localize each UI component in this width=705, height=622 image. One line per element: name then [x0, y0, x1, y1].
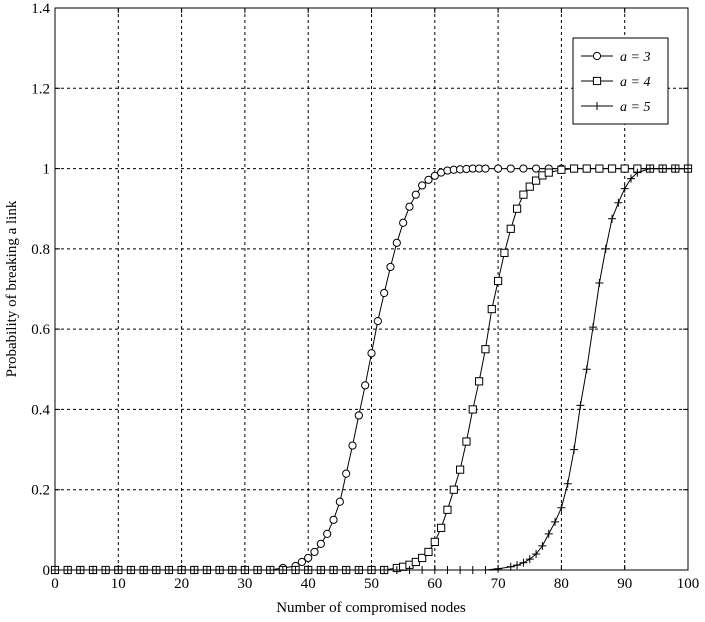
- x-tick-label: 10: [111, 576, 126, 592]
- series-2-point: [501, 249, 508, 256]
- series-1-point: [311, 548, 318, 555]
- y-tick-label: 0.8: [31, 242, 50, 258]
- x-tick-label: 90: [617, 576, 632, 592]
- legend-marker: [593, 77, 600, 84]
- series-1-point: [305, 554, 312, 561]
- series-2-point: [463, 438, 470, 445]
- series-2-point: [444, 506, 451, 513]
- series-1-point: [412, 191, 419, 198]
- series-2-point: [438, 524, 445, 531]
- series-2-point: [425, 548, 432, 555]
- series-1-point: [349, 442, 356, 449]
- series-2-point: [596, 165, 603, 172]
- series-1-point: [317, 540, 324, 547]
- x-tick-label: 70: [491, 576, 506, 592]
- x-tick-label: 60: [427, 576, 442, 592]
- series-2-point: [558, 166, 565, 173]
- y-tick-label: 0.4: [31, 402, 50, 418]
- series-2-point: [513, 205, 520, 212]
- y-tick-label: 1.4: [31, 1, 50, 17]
- x-tick-label: 80: [554, 576, 569, 592]
- series-1-point: [482, 165, 489, 172]
- y-tick-label: 0.6: [31, 322, 50, 338]
- series-1-point: [343, 470, 350, 477]
- y-axis-label: Probability of breaking a link: [4, 200, 20, 377]
- series-2-point: [621, 165, 628, 172]
- series-2-point: [431, 538, 438, 545]
- series-1-point: [374, 318, 381, 325]
- legend-label: a = 5: [620, 100, 650, 115]
- series-1-point: [406, 203, 413, 210]
- series-2-point: [520, 191, 527, 198]
- y-tick-label: 1.2: [31, 81, 50, 97]
- series-1-point: [495, 165, 502, 172]
- legend: a = 3 a = 4 a = 5: [573, 38, 668, 124]
- series-1-point: [362, 382, 369, 389]
- x-tick-label: 20: [174, 576, 189, 592]
- y-tick-label: 0: [43, 563, 51, 579]
- x-tick-label: 30: [237, 576, 252, 592]
- series-1-point: [324, 530, 331, 537]
- series-2-point: [583, 165, 590, 172]
- x-tick-label: 100: [677, 576, 700, 592]
- series-2-point: [507, 225, 514, 232]
- series-1-point: [387, 263, 394, 270]
- y-tick-label: 1: [43, 162, 51, 178]
- series-1-point: [336, 498, 343, 505]
- series-1-point: [368, 350, 375, 357]
- series-1-point: [330, 516, 337, 523]
- series-2-point: [450, 486, 457, 493]
- x-tick-label: 50: [364, 576, 379, 592]
- series-1-point: [400, 219, 407, 226]
- series-1-point: [355, 412, 362, 419]
- y-tick-label: 0.2: [31, 483, 50, 499]
- series-1-point: [381, 289, 388, 296]
- series-2-point: [570, 165, 577, 172]
- series-1-point: [520, 165, 527, 172]
- series-2-point: [482, 346, 489, 353]
- series-1-point: [419, 182, 426, 189]
- legend-label: a = 4: [620, 75, 650, 90]
- series-2-point: [476, 378, 483, 385]
- series-2-point: [469, 406, 476, 413]
- series-2-point: [495, 277, 502, 284]
- series-1-point: [507, 165, 514, 172]
- x-axis-label: Number of compromised nodes: [276, 600, 466, 616]
- x-tick-label: 0: [51, 576, 59, 592]
- series-1-point: [393, 239, 400, 246]
- legend-marker: [593, 52, 600, 59]
- series-2-point: [608, 165, 615, 172]
- series-1-point: [532, 165, 539, 172]
- legend-label: a = 3: [620, 50, 650, 65]
- series-2-point: [545, 169, 552, 176]
- series-2-point: [488, 305, 495, 312]
- series-2-point: [457, 466, 464, 473]
- x-tick-label: 40: [301, 576, 316, 592]
